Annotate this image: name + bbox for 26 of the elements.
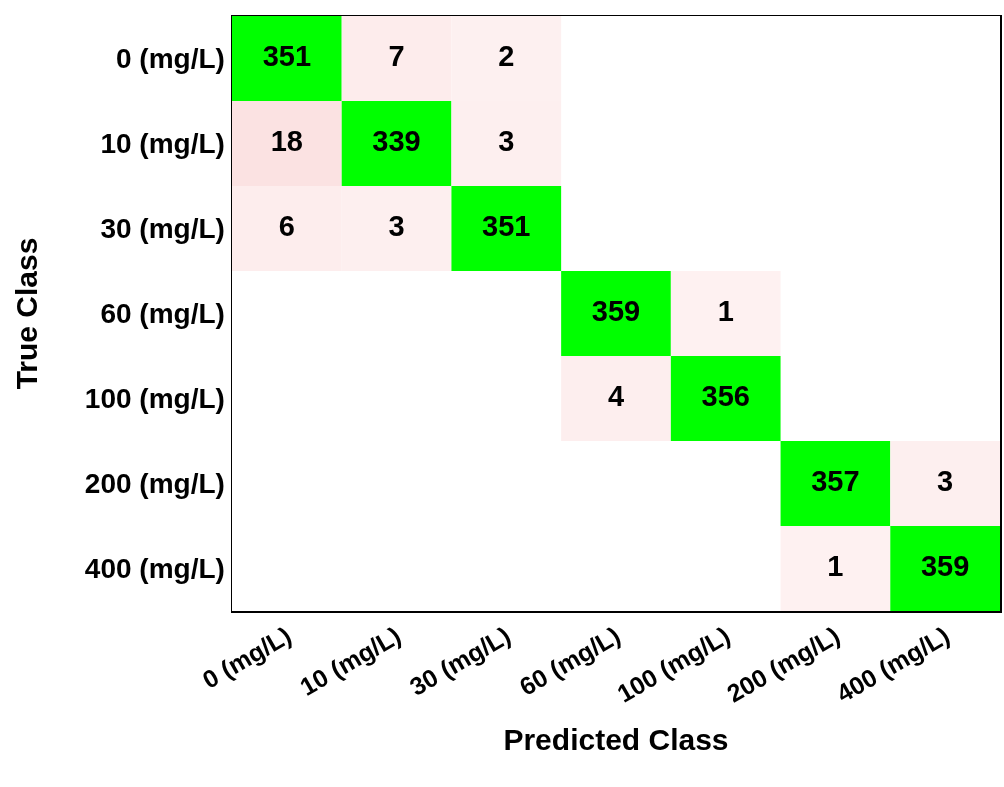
y-tick-label: 10 (mg/L) (100, 128, 225, 160)
data-label: 18 (270, 124, 303, 157)
data-label: 3 (498, 124, 515, 157)
data-label: 7 (388, 39, 405, 72)
data-label: 3 (388, 209, 405, 242)
data-label: 1 (717, 294, 734, 327)
data-label: 3 (937, 464, 954, 497)
data-label: 2 (498, 39, 515, 72)
data-label: 4 (607, 379, 625, 412)
data-label: 1 (827, 549, 844, 582)
data-label: 351 (482, 209, 531, 242)
y-tick-label: 200 (mg/L) (84, 468, 225, 500)
y-tick-label: 400 (mg/L) (84, 553, 225, 585)
data-label: 357 (811, 464, 860, 497)
y-tick-label: 30 (mg/L) (100, 213, 225, 245)
data-label: 6 (278, 209, 295, 242)
data-label: 339 (372, 124, 421, 157)
y-axis-title: True Class (10, 237, 44, 390)
data-label: 359 (591, 294, 641, 327)
y-tick-label: 60 (mg/L) (100, 298, 225, 330)
x-axis-title: Predicted Class (503, 722, 729, 756)
data-label: 356 (701, 379, 750, 412)
y-tick-label: 100 (mg/L) (84, 383, 225, 415)
data-label: 351 (262, 39, 312, 72)
y-tick-label: 0 (mg/L) (116, 43, 225, 75)
data-label: 359 (920, 549, 970, 582)
